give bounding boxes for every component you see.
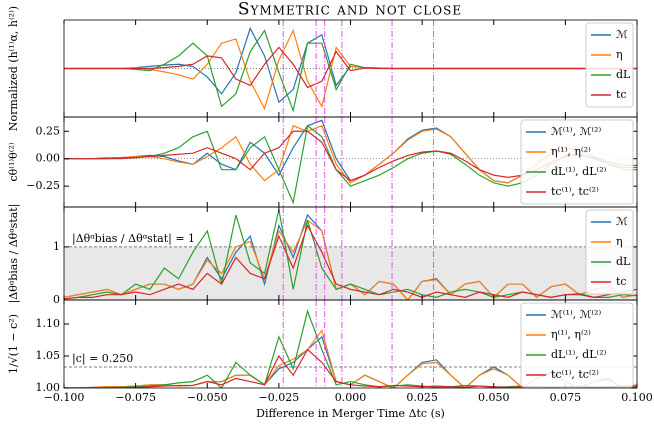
x-tick-label: 0.075	[550, 391, 582, 404]
x-tick-label: −0.050	[187, 391, 228, 404]
legend-label: η⁽¹⁾, η⁽²⁾	[551, 328, 591, 341]
y-tick-label: 1.00	[36, 381, 61, 394]
y-tick-label: 0.25	[36, 124, 61, 137]
plot-area	[64, 20, 637, 117]
x-tick-label: −0.100	[44, 391, 85, 404]
y-tick-label: 1.10	[36, 317, 61, 330]
x-tick-label: −0.075	[115, 391, 156, 404]
series-line	[64, 46, 637, 89]
legend-label: dL	[616, 255, 631, 268]
legend-label: ℳ	[616, 215, 628, 228]
legend-label: dL⁽¹⁾, dL⁽²⁾	[551, 165, 607, 178]
y-tick-label: 0.00	[36, 152, 61, 165]
y-axis-label: cθ⁽¹⁾θ⁽²⁾	[7, 142, 20, 181]
series-line	[64, 28, 637, 111]
legend-box	[520, 302, 634, 388]
x-axis-label: Difference in Merger Time Δtc (s)	[256, 407, 445, 420]
legend-label: dL⁽¹⁾, dL⁽²⁾	[551, 348, 607, 361]
annotation: |c| = 0.250	[72, 352, 133, 366]
x-tick-label: 0.050	[478, 391, 510, 404]
legend-label: ℳ	[616, 28, 628, 41]
y-tick-label: 1	[53, 240, 60, 253]
legend-label: ℳ⁽¹⁾, ℳ⁽²⁾	[551, 308, 601, 321]
y-axis-label: Normalized (h⁽¹⁾α, h⁽²⁾)	[7, 6, 20, 131]
legend-label: dL	[616, 68, 631, 81]
legend-box	[585, 209, 634, 295]
legend-box	[585, 22, 634, 108]
legend-label: ℳ⁽¹⁾, ℳ⁽²⁾	[551, 125, 601, 138]
legend-label: η	[616, 48, 623, 61]
chart-title: Symmetric and not close	[238, 0, 462, 20]
shaded-region	[64, 246, 637, 300]
annotation: |Δθᵅbias / Δθᵅstat| = 1	[72, 232, 195, 246]
y-tick-label: 0	[53, 293, 60, 306]
legend-box	[520, 119, 634, 205]
y-tick-label: −0.25	[26, 179, 60, 192]
plot-area: |Δθᵅbias / Δθᵅstat| = 1	[64, 207, 637, 300]
y-axis-label: 1/√(1 − c²)	[7, 314, 20, 374]
x-tick-label: 0.025	[406, 391, 438, 404]
series-line	[64, 224, 637, 300]
legend-label: tc	[616, 88, 627, 101]
legend-label: η⁽¹⁾, η⁽²⁾	[551, 145, 591, 158]
x-tick-label: −0.025	[259, 391, 300, 404]
x-tick-label: 0.100	[621, 391, 653, 404]
legend-label: tc⁽¹⁾, tc⁽²⁾	[551, 368, 599, 381]
legend-label: tc	[616, 275, 627, 288]
legend-label: tc⁽¹⁾, tc⁽²⁾	[551, 185, 599, 198]
x-tick-label: 0.000	[335, 391, 367, 404]
legend-label: η	[616, 235, 623, 248]
y-axis-label: |Δθᵅbias / Δθᵅstat|	[7, 204, 21, 304]
y-tick-label: 1.05	[36, 349, 61, 362]
